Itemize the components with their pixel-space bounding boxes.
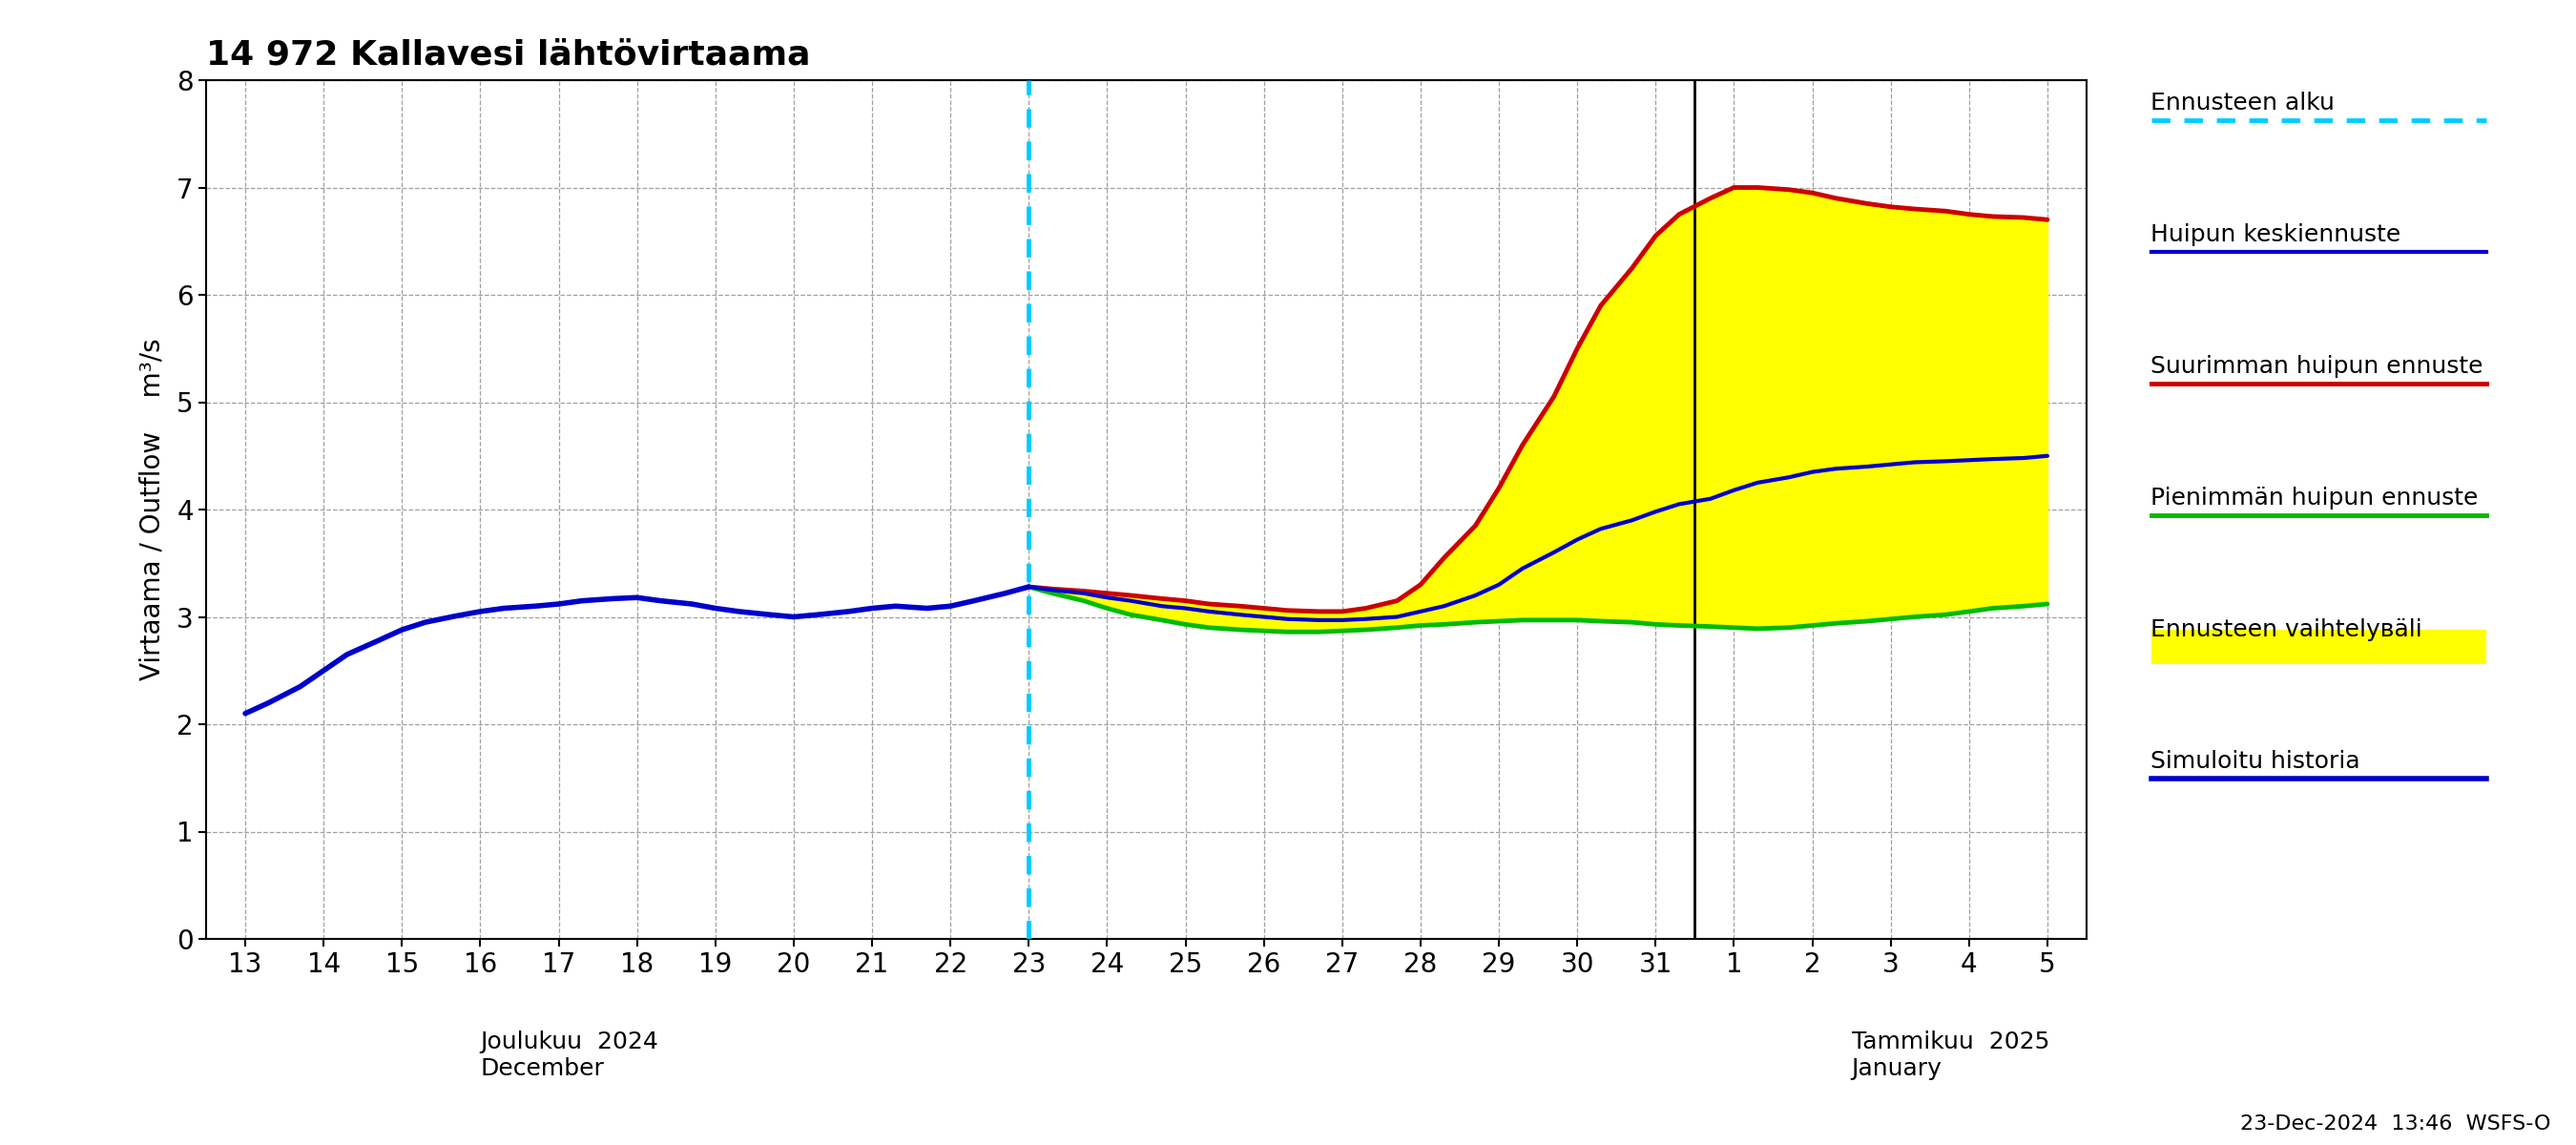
Text: Pienimmän huipun ennuste: Pienimmän huipun ennuste (2151, 487, 2478, 510)
Text: Simuloitu historia: Simuloitu historia (2151, 750, 2360, 773)
Text: Huipun keskiennuste: Huipun keskiennuste (2151, 223, 2401, 246)
Text: Tammikuu  2025
January: Tammikuu 2025 January (1852, 1030, 2050, 1080)
Text: 14 972 Kallavesi lähtövirtaama: 14 972 Kallavesi lähtövirtaama (206, 39, 811, 71)
Text: Ennusteen vaihtelувäli: Ennusteen vaihtelувäli (2151, 618, 2421, 641)
Text: Joulukuu  2024
December: Joulukuu 2024 December (479, 1030, 659, 1080)
Text: 23-Dec-2024  13:46  WSFS-O: 23-Dec-2024 13:46 WSFS-O (2239, 1114, 2550, 1134)
Y-axis label: Virtaama / Outflow    m³/s: Virtaama / Outflow m³/s (139, 339, 165, 680)
Text: Ennusteen alku: Ennusteen alku (2151, 92, 2334, 114)
Text: Suurimman huipun ennuste: Suurimman huipun ennuste (2151, 355, 2483, 378)
